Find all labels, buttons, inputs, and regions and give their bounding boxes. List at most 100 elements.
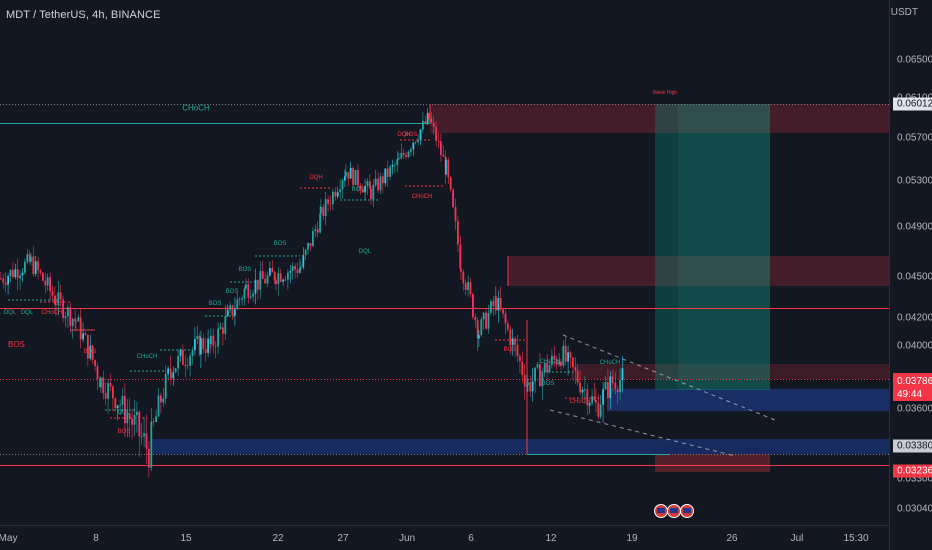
event-flags[interactable]	[654, 504, 694, 518]
candle-body	[322, 206, 325, 217]
candle-body	[162, 398, 165, 403]
candle-body	[467, 281, 469, 290]
candle-body	[536, 364, 539, 368]
levels	[0, 104, 889, 466]
candle-body	[107, 383, 109, 399]
candle-body	[264, 278, 266, 284]
candle-body	[514, 338, 516, 345]
candle-body	[567, 352, 569, 362]
candle-body	[37, 261, 39, 271]
candle-body	[28, 254, 31, 262]
structure-label: CHoCH	[411, 194, 433, 200]
candle-body	[271, 268, 274, 273]
structure-label: BOS	[273, 241, 287, 247]
candle-body	[126, 413, 129, 424]
candle-body	[300, 267, 302, 269]
candle-body	[116, 405, 119, 409]
structure-label: BOS	[117, 429, 131, 435]
candle-body	[219, 327, 222, 329]
price-tick: 0.03040	[897, 503, 932, 515]
price-label-current: 0.03786 49:44	[893, 373, 932, 401]
candle-body	[551, 355, 553, 366]
candle-body	[284, 279, 287, 281]
candle-body	[112, 386, 114, 399]
candle-body	[476, 320, 479, 339]
structure-label: BOS	[225, 289, 239, 295]
candle-body	[417, 139, 419, 142]
candle-body	[243, 288, 246, 299]
candle-body	[435, 126, 437, 141]
candle-body	[564, 345, 567, 362]
candle-body	[54, 295, 56, 305]
candle-body	[442, 154, 445, 157]
candle-body	[454, 206, 457, 222]
candle-body	[584, 389, 586, 390]
currency-label: USDT	[890, 7, 918, 18]
time-tick: Jul	[790, 533, 804, 544]
candle-body	[621, 368, 624, 381]
candle-body	[402, 153, 405, 155]
candle-body	[452, 189, 454, 207]
long-target-inner	[678, 104, 770, 390]
candle-body	[339, 189, 341, 193]
candle-body	[369, 181, 371, 189]
candle-body	[189, 355, 191, 366]
candle-body	[49, 277, 51, 292]
candle-body	[254, 279, 257, 294]
candle-body	[169, 368, 172, 372]
candle-body	[462, 271, 465, 284]
structure-label: BOS	[541, 381, 555, 387]
candle-body	[145, 433, 148, 449]
candle-body	[202, 338, 205, 350]
candle-body	[231, 305, 234, 316]
candle-body	[77, 317, 80, 322]
candle-body	[96, 366, 99, 379]
candle-body	[604, 382, 607, 390]
candle-body	[357, 169, 359, 186]
candle-body	[245, 284, 247, 289]
candle-body	[266, 275, 269, 284]
candle-body	[553, 355, 556, 360]
candle-body	[46, 277, 49, 286]
candle-body	[121, 395, 124, 405]
candle-body	[4, 282, 7, 285]
time-tick: 15:30	[843, 533, 869, 544]
candle-body	[191, 350, 194, 356]
candle-body	[472, 294, 474, 318]
candle-body	[447, 159, 450, 178]
candle-body	[440, 141, 442, 155]
time-tick: 12	[545, 533, 557, 544]
candle-body	[275, 280, 277, 284]
candle-body	[55, 304, 57, 306]
candle-body	[210, 335, 212, 344]
price-tick: 0.05700	[897, 132, 932, 144]
structure-label: CHoCH	[136, 354, 158, 360]
candle-body	[62, 299, 64, 319]
candle-body	[492, 301, 495, 306]
candle-body	[560, 361, 562, 366]
candle-body	[74, 318, 76, 321]
candle-body	[133, 415, 136, 425]
candle-body	[588, 402, 591, 406]
candle-body	[327, 199, 329, 204]
candle-body	[131, 418, 133, 425]
candle-body	[224, 316, 227, 334]
candle-body	[128, 413, 131, 419]
candle-body	[569, 352, 572, 358]
candle-body	[182, 349, 184, 365]
candle-body	[75, 320, 77, 322]
structure-label: DQL	[20, 310, 34, 316]
candle-body	[0, 278, 2, 280]
candle-body	[607, 382, 609, 399]
candle-body	[257, 279, 259, 290]
candle-body	[140, 436, 143, 438]
candle-body	[312, 231, 314, 247]
candle-body	[548, 365, 551, 373]
candle-body	[332, 191, 334, 204]
candle-body	[200, 338, 202, 355]
candle-body	[307, 242, 309, 250]
candle-body	[304, 249, 307, 256]
candle-body	[562, 345, 565, 366]
candle-body	[495, 296, 497, 311]
